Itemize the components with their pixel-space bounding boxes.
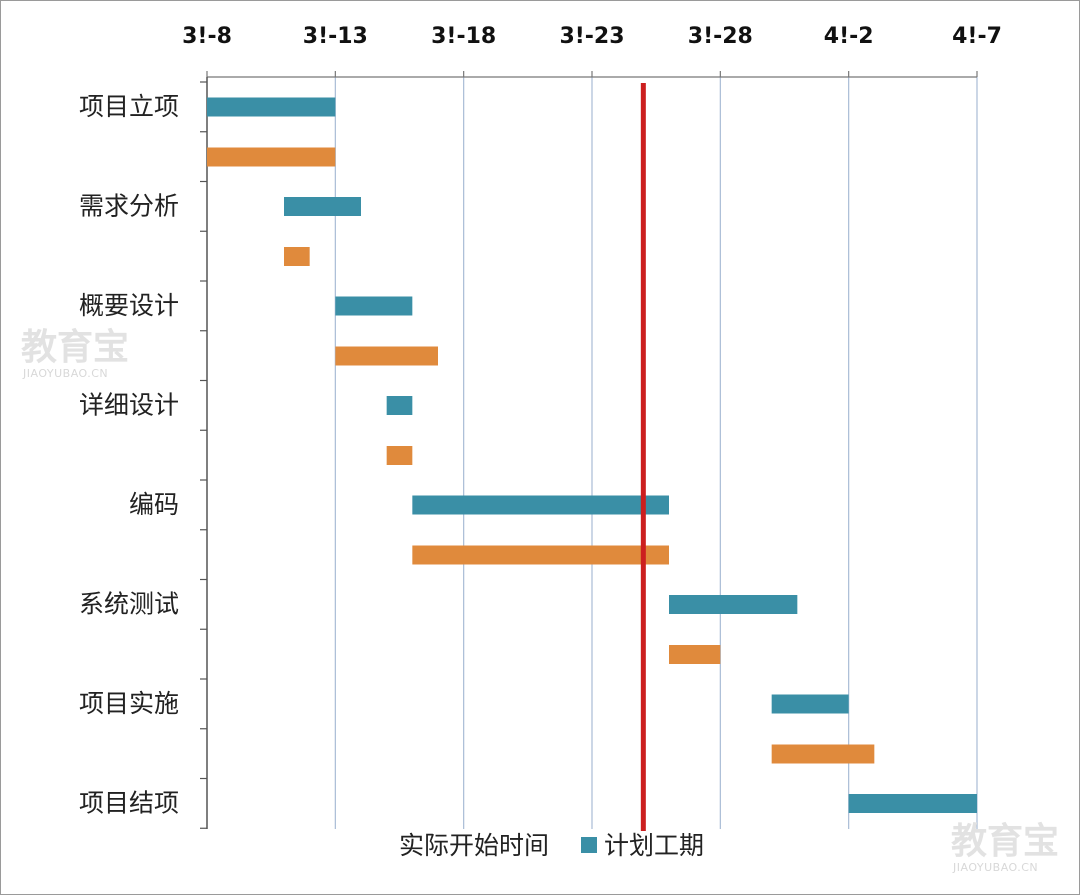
labels: 3!-8 3!-13 3!-18 3!-23 3!-28 4!-2 4!-7 项目立项需求分析…: [79, 24, 1002, 818]
plan-bar: [207, 97, 336, 117]
legend: 实际开始时间 计划工期: [399, 831, 704, 860]
grid-lines: [334, 77, 978, 829]
plan-bar: [335, 296, 413, 316]
category-label: 详细设计: [79, 391, 179, 420]
plan-bar: [771, 694, 849, 714]
x-tick-label: 3!-28: [688, 24, 753, 49]
legend-swatch-plan: [581, 837, 597, 853]
category-label: 项目实施: [79, 689, 179, 718]
x-tick-label: 3!-18: [431, 24, 496, 49]
actual-bar: [412, 545, 669, 565]
category-label: 项目立项: [79, 92, 179, 121]
axes: [200, 71, 978, 829]
bars: [207, 97, 977, 813]
x-tick-label: 4!-7: [952, 24, 1002, 49]
category-label: 概要设计: [79, 291, 179, 320]
watermarks: 教育宝 JIAOYUBAO.CN 教育宝 JIAOYUBAO.CN: [21, 327, 1059, 874]
watermark-bottom-right: 教育宝: [951, 821, 1059, 862]
actual-bar: [386, 446, 413, 465]
category-label: 系统测试: [79, 590, 179, 619]
category-label: 需求分析: [79, 192, 179, 221]
plan-bar: [386, 396, 413, 415]
watermark-top-left-url: JIAOYUBAO.CN: [22, 367, 108, 380]
plan-bar: [412, 495, 669, 515]
x-tick-label: 3!-23: [559, 24, 624, 49]
x-tick-label: 3!-13: [303, 24, 368, 49]
actual-bar: [669, 645, 721, 664]
actual-bar: [335, 346, 438, 366]
actual-bar: [771, 744, 875, 764]
plan-bar: [848, 794, 977, 813]
watermark-top-left: 教育宝: [21, 327, 129, 368]
x-tick-label: 4!-2: [824, 24, 874, 49]
legend-label-plan: 计划工期: [604, 831, 704, 860]
actual-bar: [207, 147, 336, 167]
category-label: 编码: [129, 490, 179, 519]
watermark-bottom-right-url: JIAOYUBAO.CN: [952, 861, 1038, 874]
actual-bar: [284, 247, 310, 266]
plan-bar: [669, 595, 798, 614]
plan-bar: [284, 197, 361, 216]
x-tick-label: 3!-8: [182, 24, 232, 49]
legend-label-actual: 实际开始时间: [399, 831, 549, 860]
category-label: 项目结项: [79, 789, 179, 818]
